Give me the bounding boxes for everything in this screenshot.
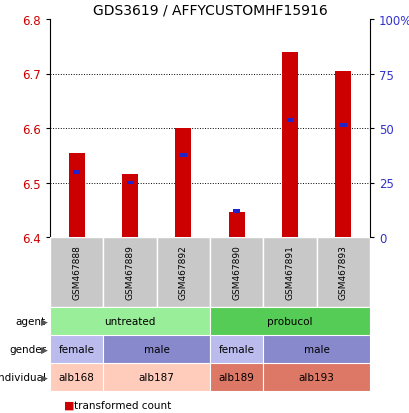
Bar [286, 119, 292, 122]
Bar [228, 213, 244, 237]
Bar [103, 363, 209, 391]
Text: gender: gender [9, 344, 46, 354]
Bar [316, 237, 369, 307]
Bar [263, 335, 369, 363]
Bar [175, 129, 191, 237]
Bar [50, 363, 103, 391]
Text: GSM467891: GSM467891 [285, 245, 294, 300]
Text: untreated: untreated [104, 316, 155, 326]
Bar [281, 52, 297, 237]
Text: GSM467889: GSM467889 [125, 245, 134, 300]
Text: probucol: probucol [267, 316, 312, 326]
Text: alb168: alb168 [58, 372, 94, 382]
Bar [103, 335, 209, 363]
Bar [156, 237, 209, 307]
Bar [50, 335, 103, 363]
Bar [73, 170, 80, 174]
Text: female: female [218, 344, 254, 354]
Text: ▶: ▶ [41, 373, 48, 382]
Text: alb193: alb193 [298, 372, 334, 382]
Text: individual: individual [0, 372, 46, 382]
Text: ▶: ▶ [41, 317, 48, 326]
Bar [103, 237, 156, 307]
Title: GDS3619 / AFFYCUSTOMHF15916: GDS3619 / AFFYCUSTOMHF15916 [92, 3, 326, 17]
Bar [209, 237, 263, 307]
Text: alb187: alb187 [138, 372, 174, 382]
Text: agent: agent [16, 316, 46, 326]
Text: female: female [58, 344, 94, 354]
Text: ▶: ▶ [41, 345, 48, 354]
Text: GSM467890: GSM467890 [231, 245, 240, 300]
Text: transformed count: transformed count [74, 400, 171, 410]
Bar [339, 124, 346, 128]
Bar [209, 363, 263, 391]
Bar [50, 307, 209, 335]
Bar [180, 154, 186, 158]
Bar [126, 181, 133, 185]
Text: ■: ■ [64, 412, 74, 413]
Text: alb189: alb189 [218, 372, 254, 382]
Bar [233, 210, 239, 214]
Text: male: male [144, 344, 169, 354]
Bar [68, 153, 85, 237]
Text: male: male [303, 344, 329, 354]
Text: percentile rank within the sample: percentile rank within the sample [74, 412, 249, 413]
Text: GSM467893: GSM467893 [338, 245, 347, 300]
Bar [209, 307, 369, 335]
Bar [209, 335, 263, 363]
Text: GSM467888: GSM467888 [72, 245, 81, 300]
Bar [263, 237, 316, 307]
Bar [122, 175, 138, 237]
Text: GSM467892: GSM467892 [178, 245, 187, 300]
Text: ■: ■ [64, 400, 74, 410]
Bar [335, 71, 351, 237]
Bar [50, 237, 103, 307]
Bar [263, 363, 369, 391]
